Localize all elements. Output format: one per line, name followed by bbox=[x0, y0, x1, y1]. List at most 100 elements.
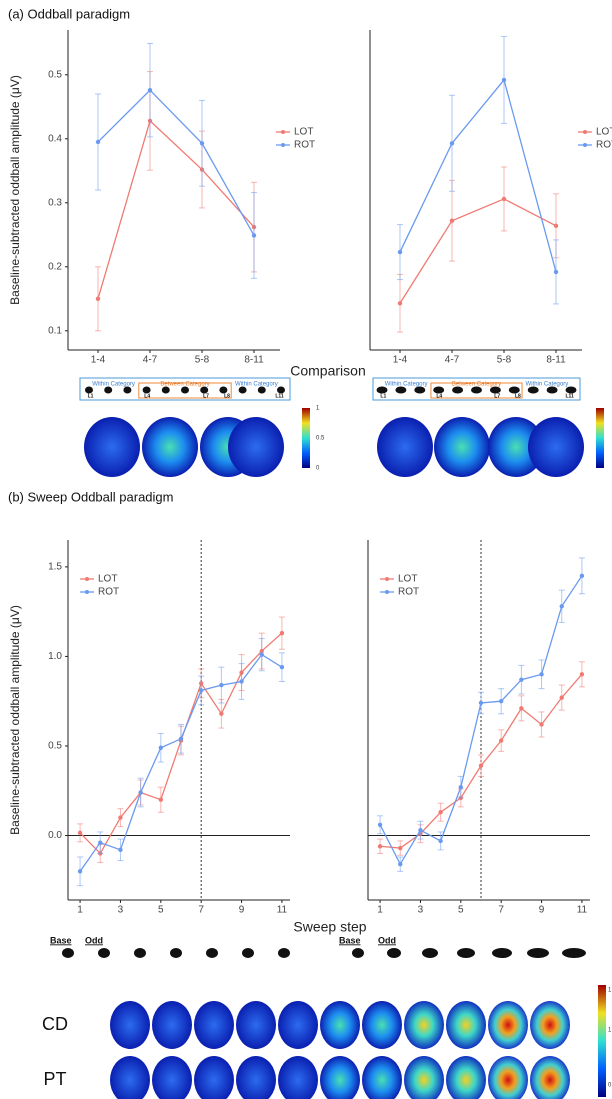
head-map bbox=[530, 1001, 570, 1049]
point bbox=[559, 604, 564, 609]
x-tick-label: 9 bbox=[539, 905, 545, 916]
point bbox=[138, 790, 143, 795]
legend-label: ROT bbox=[294, 140, 315, 151]
head-map bbox=[278, 1056, 318, 1099]
stimulus bbox=[422, 948, 438, 958]
point bbox=[158, 745, 164, 750]
point bbox=[539, 722, 544, 727]
y-tick-label: 0.4 bbox=[48, 133, 62, 144]
stimulus bbox=[123, 386, 132, 394]
x-tick-label: 7 bbox=[498, 905, 504, 916]
x-tick-label: 5-8 bbox=[195, 355, 210, 366]
head-map bbox=[152, 1056, 192, 1099]
point bbox=[559, 695, 564, 700]
x-tick-label: 4-7 bbox=[445, 355, 460, 366]
head-map bbox=[228, 417, 284, 477]
series-line bbox=[79, 653, 283, 872]
stimulus bbox=[562, 948, 586, 958]
colorbar-tick: 0.5 bbox=[316, 436, 325, 442]
stimulus bbox=[142, 386, 151, 394]
stimulus bbox=[206, 948, 218, 958]
point bbox=[198, 688, 204, 693]
point bbox=[418, 827, 423, 833]
strip-box bbox=[372, 377, 581, 401]
point bbox=[498, 738, 504, 743]
series-line bbox=[97, 119, 255, 299]
legend-label: ROT bbox=[596, 140, 612, 151]
stim-label: Odd bbox=[378, 935, 396, 945]
strip-label: L11 bbox=[275, 393, 284, 399]
legend-swatch bbox=[85, 590, 89, 594]
y-axis-label: Baseline-subtracted oddball amplitude (μ… bbox=[8, 605, 22, 835]
stimulus bbox=[161, 386, 170, 394]
x-tick-label: 1 bbox=[77, 905, 83, 916]
point bbox=[398, 861, 403, 867]
stimulus bbox=[352, 948, 364, 958]
x-tick-label: 9 bbox=[239, 905, 245, 916]
legend-label: ROT bbox=[398, 587, 419, 598]
point bbox=[501, 77, 507, 83]
y-tick-label: 0.0 bbox=[48, 830, 62, 841]
stimulus bbox=[565, 386, 577, 394]
legend-swatch bbox=[385, 590, 389, 594]
head-map bbox=[528, 417, 584, 477]
strip-box bbox=[430, 382, 523, 399]
point bbox=[219, 682, 224, 688]
y-axis-label: Baseline-subtracted oddball amplitude (μ… bbox=[8, 75, 22, 305]
strip-label: L11 bbox=[565, 393, 574, 399]
strip-group: Between Category bbox=[160, 382, 209, 388]
stimulus bbox=[200, 386, 209, 394]
colorbar-tick: 0. bbox=[608, 1083, 612, 1089]
x-axis-label: Comparison bbox=[290, 363, 365, 379]
x-tick-label: 7 bbox=[198, 905, 204, 916]
stimulus bbox=[134, 948, 146, 958]
point bbox=[199, 141, 205, 146]
strip-group: Within Category bbox=[235, 382, 278, 388]
head-map bbox=[488, 417, 544, 477]
x-tick-label: 11 bbox=[277, 905, 288, 916]
point bbox=[178, 736, 184, 742]
strip-label: L7 bbox=[494, 393, 500, 399]
point bbox=[98, 840, 103, 845]
y-tick-label: 0.5 bbox=[48, 69, 62, 80]
point bbox=[377, 844, 383, 849]
strip-label: L7 bbox=[203, 393, 209, 399]
stimulus bbox=[527, 948, 549, 958]
colorbar bbox=[598, 985, 606, 1097]
point bbox=[397, 301, 403, 306]
legend-swatch bbox=[85, 577, 89, 581]
stimulus bbox=[238, 386, 247, 394]
point bbox=[279, 664, 285, 670]
head-map bbox=[488, 1001, 528, 1049]
point bbox=[147, 87, 153, 93]
strip-label: L1 bbox=[88, 393, 94, 399]
stim-label: Base bbox=[50, 935, 72, 945]
strip-label: L1 bbox=[380, 393, 386, 399]
legend-swatch bbox=[281, 143, 285, 147]
head-map bbox=[446, 1001, 486, 1049]
strip-group: Within Category bbox=[92, 382, 135, 388]
head-map bbox=[530, 1056, 570, 1099]
stimulus bbox=[98, 948, 110, 958]
stimulus bbox=[414, 386, 426, 394]
head-map bbox=[404, 1001, 444, 1049]
panel-title: (b) Sweep Oddball paradigm bbox=[8, 489, 173, 504]
stimulus bbox=[489, 386, 501, 394]
x-tick-label: 4-7 bbox=[143, 355, 158, 366]
stimulus bbox=[278, 948, 290, 958]
point bbox=[95, 139, 101, 145]
head-map bbox=[404, 1056, 444, 1099]
series-line bbox=[399, 78, 557, 273]
x-axis-label: Sweep step bbox=[293, 919, 366, 935]
colorbar-tick: 1. bbox=[608, 988, 612, 994]
strip-label: L4 bbox=[144, 393, 150, 399]
point bbox=[279, 630, 285, 636]
y-tick-label: 0.5 bbox=[48, 741, 62, 752]
strip-group: Within Category bbox=[385, 382, 428, 388]
y-tick-label: 0.1 bbox=[48, 325, 62, 336]
point bbox=[498, 698, 504, 704]
stimulus bbox=[257, 386, 266, 394]
x-tick-label: 5 bbox=[458, 905, 464, 916]
colorbar bbox=[596, 408, 604, 468]
